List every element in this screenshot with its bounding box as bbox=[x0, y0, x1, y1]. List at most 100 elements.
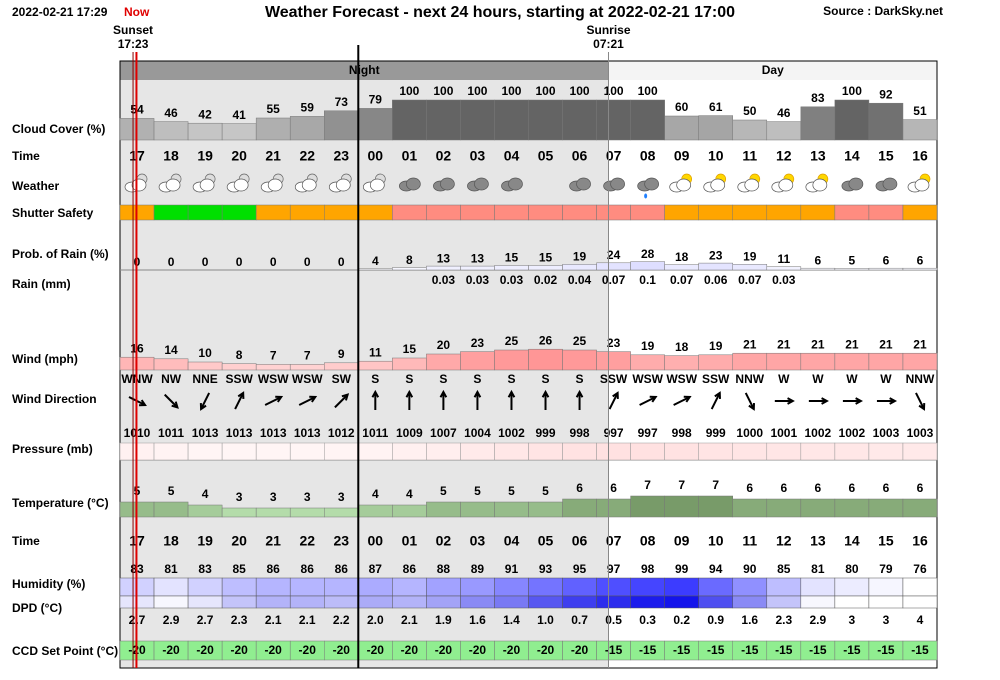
ccd-value: -20 bbox=[435, 643, 453, 657]
wind-bar bbox=[255, 364, 291, 371]
cloud bbox=[267, 178, 283, 192]
wind-arrow bbox=[876, 397, 898, 405]
cloud bbox=[644, 177, 659, 191]
temperature-bar bbox=[698, 495, 733, 518]
wind-value: 20 bbox=[437, 338, 451, 352]
humidity-cell bbox=[664, 577, 699, 597]
shutter-cell bbox=[528, 204, 563, 221]
hour-label: 04 bbox=[504, 533, 520, 549]
wind-bar bbox=[358, 360, 393, 371]
weather-icon bbox=[501, 177, 523, 192]
rain-value: 0.03 bbox=[500, 273, 524, 287]
wind-value: 25 bbox=[505, 334, 519, 348]
arrow-head bbox=[275, 395, 284, 403]
temperature-value: 3 bbox=[304, 490, 311, 504]
wind-dir-label: S bbox=[507, 372, 515, 386]
ccd-value: -15 bbox=[775, 643, 793, 657]
pressure-cell bbox=[766, 442, 802, 461]
prob_rain-bar bbox=[426, 265, 461, 271]
hour-label: 22 bbox=[299, 533, 315, 549]
wind-value: 18 bbox=[675, 340, 689, 354]
weather-icon bbox=[569, 177, 591, 192]
temperature-value: 6 bbox=[746, 481, 753, 495]
dpd-value: 2.1 bbox=[265, 613, 282, 627]
dpd-cell bbox=[596, 595, 631, 609]
hour-label: 01 bbox=[402, 148, 418, 164]
cloud-value: 100 bbox=[536, 84, 556, 98]
pressure-value: 999 bbox=[706, 426, 726, 440]
humidity-value: 79 bbox=[879, 562, 893, 576]
hour-label: 10 bbox=[708, 148, 724, 164]
dpd-value: 1.9 bbox=[435, 613, 452, 627]
night-band bbox=[120, 61, 609, 80]
hour-label: 21 bbox=[265, 533, 281, 549]
humidity-value: 80 bbox=[845, 562, 859, 576]
cloud bbox=[165, 178, 181, 192]
cloud-value: 100 bbox=[638, 84, 658, 98]
cloud-bar bbox=[392, 99, 427, 141]
wind-bar bbox=[596, 351, 631, 371]
wind-bar bbox=[868, 352, 904, 371]
dpd-cell bbox=[528, 595, 563, 609]
dpd-cell bbox=[630, 595, 665, 609]
cloud-bar bbox=[153, 121, 189, 141]
temperature-value: 3 bbox=[270, 490, 277, 504]
humidity-value: 85 bbox=[232, 562, 246, 576]
pressure-cell bbox=[698, 442, 733, 461]
shutter-cell bbox=[324, 204, 359, 221]
rain-value: 0.06 bbox=[704, 273, 728, 287]
arrow-head bbox=[612, 391, 619, 399]
weather-icon bbox=[907, 173, 931, 193]
temperature-bar bbox=[221, 507, 257, 518]
cloud bbox=[369, 178, 385, 192]
ccd-value: -15 bbox=[639, 643, 657, 657]
weather-icon bbox=[737, 173, 761, 193]
dpd-value: 2.0 bbox=[367, 613, 384, 627]
wind-dir-label: SSW bbox=[225, 372, 253, 386]
shutter-cell bbox=[562, 204, 597, 221]
prob_rain-value: 6 bbox=[815, 253, 822, 267]
pressure-value: 1002 bbox=[839, 426, 866, 440]
prob_rain-value: 18 bbox=[675, 250, 689, 264]
arrow-shaft bbox=[673, 396, 691, 406]
pressure-cell bbox=[902, 442, 938, 461]
cloud-value: 46 bbox=[164, 106, 178, 120]
wind-arrow bbox=[507, 389, 516, 410]
wind-value: 21 bbox=[811, 337, 825, 351]
arrow-shaft bbox=[163, 393, 179, 409]
wind-bar bbox=[460, 351, 495, 371]
dpd-value: 2.3 bbox=[231, 613, 248, 627]
hour-label: 14 bbox=[844, 533, 860, 549]
wind-value: 7 bbox=[270, 349, 277, 363]
wind-value: 21 bbox=[777, 337, 791, 351]
shutter-cell bbox=[630, 204, 665, 221]
hour-label: 04 bbox=[504, 148, 520, 164]
wind-arrow bbox=[915, 392, 926, 411]
cloud-value: 59 bbox=[301, 101, 315, 115]
cloud-value: 61 bbox=[709, 100, 723, 114]
wind-value: 10 bbox=[198, 346, 212, 360]
wind-arrow bbox=[298, 395, 318, 406]
ccd-value: -20 bbox=[230, 643, 248, 657]
cloud-bar bbox=[426, 99, 461, 141]
cloud-value: 55 bbox=[267, 102, 281, 116]
weather-icon bbox=[362, 173, 386, 193]
weather-icon bbox=[805, 173, 829, 193]
wind-dir-label: NNW bbox=[735, 372, 764, 386]
wind-value: 21 bbox=[913, 337, 927, 351]
wind-bar bbox=[834, 352, 870, 371]
weather-icon bbox=[226, 173, 250, 193]
temperature-value: 3 bbox=[338, 490, 345, 504]
cloud-bar bbox=[289, 116, 325, 141]
cloud-value: 83 bbox=[811, 91, 825, 105]
wind-dir-label: SSW bbox=[702, 372, 730, 386]
cloud-value: 100 bbox=[570, 84, 590, 98]
ccd-value: -15 bbox=[673, 643, 691, 657]
prob_rain-value: 8 bbox=[406, 253, 413, 267]
cloud bbox=[610, 177, 625, 191]
dpd-cell bbox=[732, 595, 768, 609]
ccd-value: -20 bbox=[162, 643, 180, 657]
hour-label: 15 bbox=[878, 148, 894, 164]
shutter-cell bbox=[732, 204, 768, 221]
humidity-cell bbox=[358, 577, 393, 597]
